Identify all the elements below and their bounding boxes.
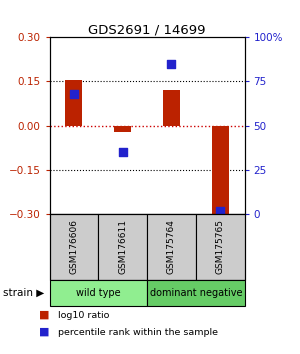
Text: GSM176606: GSM176606 [69, 219, 78, 274]
Bar [50, 214, 98, 280]
Bar [212, 126, 229, 214]
Point [218, 208, 223, 213]
Text: GSM176611: GSM176611 [118, 219, 127, 274]
Text: strain ▶: strain ▶ [3, 288, 44, 298]
Bar [196, 214, 244, 280]
Text: wild type: wild type [76, 288, 121, 298]
Text: GSM175764: GSM175764 [167, 219, 176, 274]
Point [120, 149, 125, 155]
Bar [98, 214, 147, 280]
Bar [147, 214, 196, 280]
Text: log10 ratio: log10 ratio [58, 310, 110, 320]
Text: GSM175765: GSM175765 [216, 219, 225, 274]
Bar [65, 80, 83, 126]
Bar [163, 90, 180, 126]
Text: ■: ■ [39, 327, 50, 337]
Text: dominant negative: dominant negative [149, 288, 242, 298]
Bar [50, 280, 147, 306]
Text: percentile rank within the sample: percentile rank within the sample [58, 327, 218, 337]
Bar [114, 126, 131, 132]
Point [169, 61, 174, 67]
Title: GDS2691 / 14699: GDS2691 / 14699 [88, 23, 206, 36]
Text: ■: ■ [39, 310, 50, 320]
Point [71, 91, 76, 97]
Bar [147, 280, 244, 306]
